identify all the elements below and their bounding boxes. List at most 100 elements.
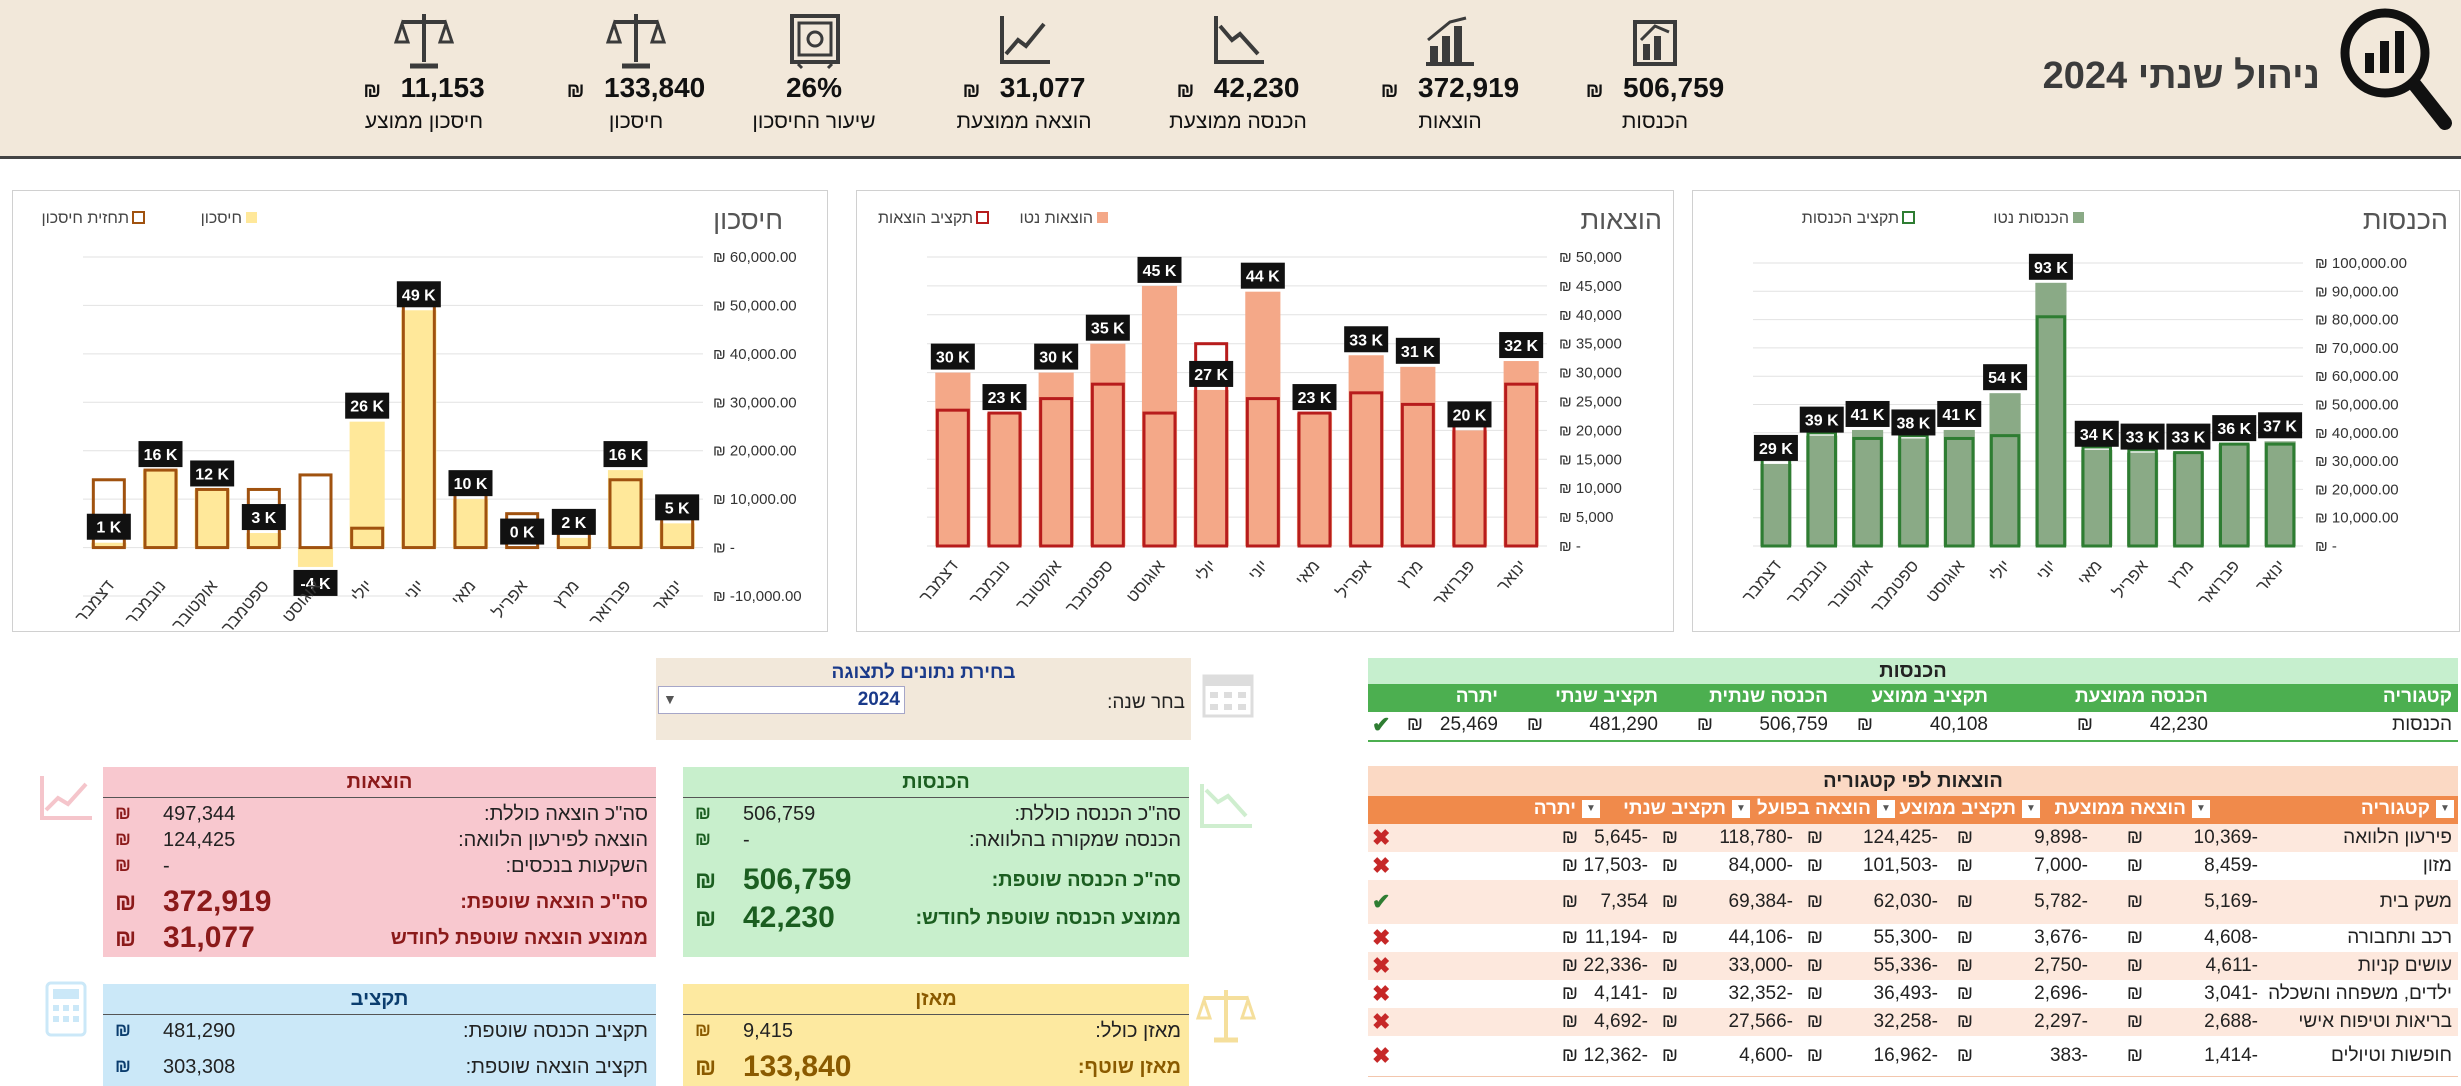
y-tick-label: ₪ 50,000.00 <box>2315 397 2399 414</box>
column-header: הוצאה בפועל <box>1756 798 1871 819</box>
expense-totals-box: הוצאות סה"כ הוצאה כוללת: 497,344 ₪ הוצאה לפי… <box>103 767 656 957</box>
calculator-icon <box>44 980 88 1038</box>
box-row-label: השקעות בנכסים: <box>505 855 648 877</box>
bar-הוצאות נטו <box>1038 372 1074 546</box>
currency-symbol: ₪ <box>1806 955 1823 976</box>
box-row-label: תקציב הכנסה שוטפת: <box>463 1020 648 1042</box>
bar-הכנסות נטו <box>2264 441 2296 546</box>
year-select[interactable]: ▼ 2024 <box>658 686 905 714</box>
bar-תקציב הוצאות <box>1297 411 1332 548</box>
box-row-value: - <box>743 829 750 851</box>
x-icon: ✖ <box>1372 853 1391 878</box>
box-row-value: 124,425 <box>163 829 236 851</box>
box-row-label: סה"כ הוצאה כוללת: <box>484 803 648 825</box>
y-tick-label: ₪ 70,000.00 <box>2315 340 2399 357</box>
filter-dropdown-icon[interactable]: ▼ <box>1582 800 1600 818</box>
filter-dropdown-icon[interactable]: ▼ <box>2436 800 2454 818</box>
expense-cell-avg: -4,608 <box>2204 927 2258 948</box>
data-label: 20 K <box>1447 401 1492 428</box>
bar-חיסכון <box>452 499 489 548</box>
column-header: תקציב שנתי <box>1555 686 1658 707</box>
x-tick-label: מרץ <box>549 576 582 611</box>
box-row-value: 497,344 <box>163 803 236 825</box>
filter-dropdown-icon[interactable]: ▼ <box>2022 800 2040 818</box>
expense-cell-balance: -12,362 <box>1583 1045 1648 1066</box>
data-label: 10 K <box>448 470 493 497</box>
svg-text:2 K: 2 K <box>561 515 586 532</box>
kpi-savings-label: חיסכון <box>608 110 664 133</box>
box-row-label: סה"כ הכנסה כוללת: <box>1014 803 1181 825</box>
filter-dropdown-icon[interactable]: ▼ <box>1732 800 1750 818</box>
x-tick-label: אוגוסט <box>1922 556 1968 606</box>
expense-cell-category: חופשות וטיולים <box>2331 1045 2452 1066</box>
expense-cell-avg_budget: -7,000 <box>2034 855 2088 876</box>
box-row-label: הוצאה לפירעון הלוואה: <box>458 829 648 851</box>
bar-תחזית חיסכון <box>298 473 333 550</box>
filter-title: בחירת נתונים לתצוגה <box>831 662 1016 683</box>
x-tick-label: פברואר <box>1429 556 1478 609</box>
expense-row: משק בית -5,169 ₪ -5,782 ₪ -62,030 ₪ -69,384 ₪ 7,3… <box>1368 880 2458 925</box>
kpi-expenses: 372,919 ₪ הוצאות <box>1360 0 1540 156</box>
expense-cell-budget: -118,780 <box>1719 827 1793 848</box>
legend-swatch <box>1097 212 1108 223</box>
currency-symbol: ₪ <box>1806 927 1823 948</box>
expense-cell-avg_budget: -2,750 <box>2034 955 2088 976</box>
svg-text:35 K: 35 K <box>1091 321 1125 338</box>
kpi-avg-savings: 11,153 ₪ חיסכון ממוצע <box>334 0 514 156</box>
year-label: בחר שנה: <box>1107 692 1185 713</box>
currency-symbol: ₪ <box>1661 855 1678 876</box>
safe-icon <box>784 10 844 70</box>
y-tick-label: ₪ - <box>1559 538 1581 555</box>
currency-symbol: ₪ <box>1806 891 1823 912</box>
currency-symbol: ₪ <box>1956 983 1973 1004</box>
svg-text:16 K: 16 K <box>609 447 643 464</box>
trend-up-icon <box>994 10 1054 70</box>
svg-text:1 K: 1 K <box>96 520 121 537</box>
currency-symbol: ₪ <box>1806 1045 1823 1066</box>
currency-symbol: ₪ <box>1806 855 1823 876</box>
kpi-income: 506,759 ₪ הכנסות <box>1565 0 1745 156</box>
y-tick-label: ₪ 30,000.00 <box>2315 453 2399 470</box>
chart-title: הכנסות <box>2363 205 2448 235</box>
balance-box: מאזן מאזן כולל: 9,415 ₪ מאזן שוטף: 133,840 ₪ <box>683 984 1189 1086</box>
expense-cell-avg: -4,611 <box>2205 955 2258 976</box>
expense-table-header: קטגוריה ▼ הוצאה ממוצעת ▼ תקציב ממוצע ▼ הוצאה ב… <box>1368 796 2458 824</box>
filter-dropdown-icon[interactable]: ▼ <box>1877 800 1895 818</box>
y-tick-label: ₪ 25,000 <box>1559 394 1622 411</box>
currency-symbol: ₪ <box>115 803 131 823</box>
data-label: 23 K <box>982 384 1027 411</box>
svg-text:49 K: 49 K <box>402 287 436 304</box>
bar-הכנסות נטו <box>2218 444 2250 546</box>
income-cell-avg: 42,230 <box>2149 714 2208 735</box>
legend-label: הוצאות נטו <box>1019 210 1093 227</box>
svg-text:31 K: 31 K <box>1401 344 1435 361</box>
y-tick-label: ₪ - <box>2315 538 2337 555</box>
legend-label: תקציב הכנסות <box>1802 210 1899 227</box>
x-tick-label: ספטמבר <box>1867 556 1922 617</box>
x-tick-label: נובמבר <box>965 556 1013 608</box>
year-filter-panel: בחירת נתונים לתצוגה בחר שנה: ▼ 2024 <box>656 658 1191 740</box>
chevron-down-icon[interactable]: ▼ <box>663 691 677 707</box>
expense-cell-balance: -11,194 <box>1584 927 1648 948</box>
currency-symbol: ₪ <box>695 829 711 849</box>
svg-text:26 K: 26 K <box>350 399 384 416</box>
currency-symbol: ₪ <box>695 867 717 894</box>
kpi-avg-expense: 31,077 ₪ הוצאה ממוצעת <box>934 0 1114 156</box>
currency-symbol: ₪ <box>115 1020 131 1040</box>
currency-symbol: ₪ <box>1856 714 1873 735</box>
currency-symbol: ₪ <box>1696 714 1713 735</box>
bar-חיסכון <box>194 489 230 548</box>
expense-cell-avg_budget: -9,898 <box>2034 827 2088 848</box>
box-row: סה"כ הוצאה כוללת: 497,344 ₪ <box>103 803 656 833</box>
expense-chart: הוצאות הוצאות נטו תקציב הוצאות ₪ 50,000 ₪ 45… <box>878 205 1662 617</box>
expense-cell-category: מזון <box>2422 855 2452 876</box>
x-tick-label: מרץ <box>2164 556 2197 591</box>
currency-symbol: ₪ <box>1956 955 1973 976</box>
bar-תקציב הכנסות <box>1852 436 1883 548</box>
currency-symbol: ₪ <box>1406 714 1423 735</box>
expense-row: עושים קניות -4,611 ₪ -2,750 ₪ -55,336 ₪ -33,000… <box>1368 952 2458 981</box>
filter-dropdown-icon[interactable]: ▼ <box>2192 800 2210 818</box>
svg-text:27 K: 27 K <box>1194 367 1228 384</box>
expense-cell-category: בריאות וטיפוח אישי <box>2298 1011 2452 1032</box>
box-row-value: 133,840 <box>743 1050 852 1083</box>
